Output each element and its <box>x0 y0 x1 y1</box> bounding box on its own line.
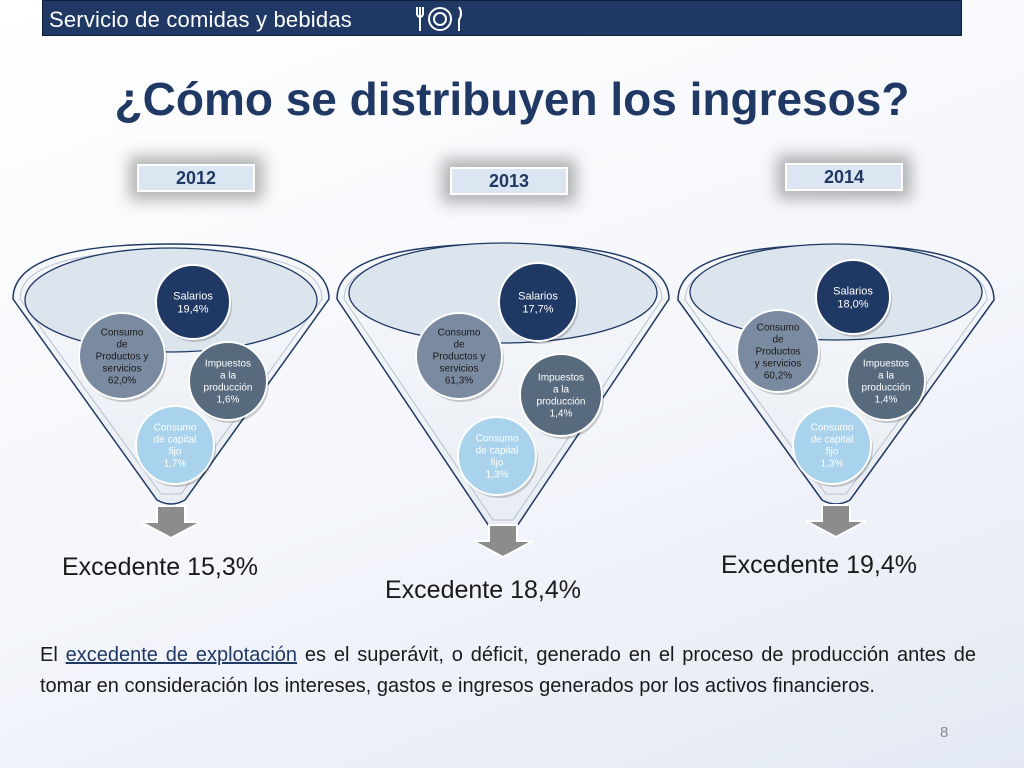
bubble-impuestos-label: Impuestos <box>863 359 909 370</box>
bubble-impuestos-value: 1,6% <box>217 395 240 406</box>
explanation-paragraph: El excedente de explotación es el superá… <box>40 640 976 702</box>
bubble-impuestos-label: producción <box>862 383 911 394</box>
bubble-consumo-productos-label: servicios <box>103 364 142 375</box>
bubble-consumo-capital-value: 1,3% <box>486 470 509 481</box>
bubble-consumo-capital-value: 1,3% <box>821 459 844 470</box>
bubble-consumo-capital-label: fijo <box>826 447 839 458</box>
page-number: 8 <box>940 724 949 741</box>
bubble-consumo-productos-label: Productos y <box>96 352 149 363</box>
bubble-impuestos-label: a la <box>553 385 570 396</box>
bubble-consumo-capital-label: fijo <box>169 447 182 458</box>
bubble-consumo-productos-label: de <box>453 340 465 351</box>
header-title: Servicio de comidas y bebidas <box>49 7 352 32</box>
bubble-salarios-value: 18,0% <box>837 298 868 310</box>
down-arrow-icon <box>472 524 534 559</box>
explanation-prefix: El <box>40 644 66 666</box>
bubble-impuestos-label: producción <box>537 397 586 408</box>
bubble-consumo-productos-label: de <box>116 340 128 351</box>
bubble-salarios-value: 19,4% <box>177 303 208 315</box>
bubble-consumo-capital-label: Consumo <box>154 423 197 434</box>
bubble-consumo-productos-value: 62,0% <box>108 376 136 387</box>
bubble-consumo-productos-label: servicios <box>440 364 479 375</box>
explanation-rest: es el superávit, o déficit, generado en … <box>40 644 976 697</box>
bubble-impuestos-value: 1,4% <box>875 395 898 406</box>
bubble-impuestos-label: a la <box>220 371 237 382</box>
page-title: ¿Cómo se distribuyen los ingresos? <box>114 73 910 125</box>
bubble-impuestos-value: 1,4% <box>550 409 573 420</box>
header-bar: Servicio de comidas y bebidas <box>42 0 962 36</box>
bubble-consumo-capital-label: Consumo <box>811 423 854 434</box>
bubble-consumo-capital-label: de capital <box>154 435 197 446</box>
down-arrow-icon <box>140 505 202 540</box>
down-arrow-icon <box>805 504 867 539</box>
excedente-2014: Excedente 19,4% <box>721 551 917 579</box>
bubble-consumo-capital-value: 1,7% <box>164 459 187 470</box>
bubble-consumo-productos-value: 60,2% <box>764 371 792 382</box>
bubble-consumo-productos-label: Consumo <box>757 323 800 334</box>
bubble-consumo-productos-value: 61,3% <box>445 376 473 387</box>
bubble-salarios-value: 17,7% <box>522 303 553 315</box>
year-label-2013: 2013 <box>450 167 568 195</box>
explanation-term: excedente de explotación <box>65 644 298 666</box>
bubble-salarios-label: Salarios <box>173 290 213 302</box>
bubble-consumo-capital-label: Consumo <box>476 434 519 445</box>
bubble-consumo-productos-label: Productos y <box>433 352 486 363</box>
bubble-consumo-productos-label: Productos <box>755 347 800 358</box>
bubble-consumo-productos-label: Consumo <box>101 328 144 339</box>
bubble-consumo-productos-label: de <box>772 335 784 346</box>
fork-plate-knife-icon <box>416 6 462 31</box>
year-label-2012: 2012 <box>137 164 255 192</box>
bubble-impuestos-label: producción <box>204 383 253 394</box>
bubble-consumo-productos-label: Consumo <box>438 328 481 339</box>
bubble-consumo-capital-label: de capital <box>476 446 519 457</box>
excedente-2013: Excedente 18,4% <box>385 576 581 604</box>
bubble-consumo-capital-label: fijo <box>491 458 504 469</box>
bubble-impuestos-label: a la <box>878 371 895 382</box>
bubble-impuestos-label: Impuestos <box>205 359 251 370</box>
bubble-impuestos-label: Impuestos <box>538 373 584 384</box>
bubble-consumo-productos-label: y servicios <box>755 359 802 370</box>
excedente-2012: Excedente 15,3% <box>62 553 258 581</box>
bubble-salarios-label: Salarios <box>833 285 873 297</box>
year-label-2014: 2014 <box>785 163 903 191</box>
bubble-salarios-label: Salarios <box>518 290 558 302</box>
bubble-consumo-capital-label: de capital <box>811 435 854 446</box>
